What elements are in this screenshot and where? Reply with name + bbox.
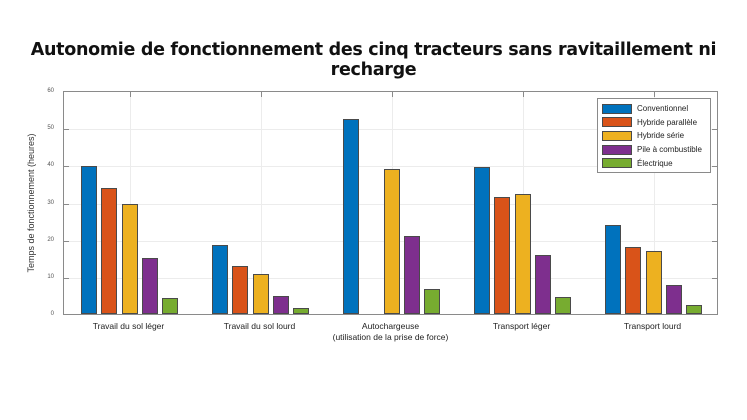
legend-label: Hybride série — [637, 131, 685, 141]
y-tick-label: 60 — [47, 88, 54, 94]
y-tick-mark — [712, 166, 717, 168]
legend-item: Conventionnel — [602, 102, 706, 116]
y-tick-mark — [64, 129, 69, 131]
x-tick-mark — [129, 92, 131, 97]
legend-swatch — [602, 158, 632, 169]
bar — [605, 224, 622, 314]
x-tick-mark — [522, 92, 524, 97]
y-tick-label: 40 — [47, 162, 54, 169]
bar — [252, 274, 269, 314]
bar — [534, 255, 551, 314]
bar — [423, 289, 440, 314]
y-tick-mark — [712, 203, 717, 205]
y-tick-mark — [712, 277, 717, 279]
bar — [292, 308, 309, 314]
gridline-horizontal — [64, 129, 717, 131]
bar — [141, 258, 158, 314]
x-tick-mark — [653, 92, 655, 97]
bar — [474, 167, 491, 314]
x-tick-mark — [391, 92, 393, 97]
chart-title: Autonomie de fonctionnement des cinq tra… — [30, 40, 717, 80]
y-tick-mark — [64, 240, 69, 242]
y-tick-mark — [64, 203, 69, 205]
y-tick-label: 30 — [47, 199, 54, 206]
y-tick-label: 20 — [47, 236, 54, 243]
bar — [554, 296, 571, 314]
legend-item: Hybride série — [602, 129, 706, 143]
y-tick-label: 50 — [47, 125, 54, 132]
x-tick-label: Travail du sol léger — [92, 321, 165, 331]
gridline-vertical — [260, 92, 262, 314]
bar — [101, 187, 118, 314]
bar — [383, 168, 400, 314]
bar — [81, 166, 98, 314]
y-tick-mark — [712, 240, 717, 242]
bar — [403, 235, 420, 314]
y-axis-label: Temps de fonctionnement (heures) — [26, 133, 36, 273]
legend-label: Électrique — [637, 158, 673, 168]
y-tick-mark — [64, 277, 69, 279]
legend-item: Hybride parallèle — [602, 116, 706, 130]
bar — [494, 197, 511, 314]
x-tick-label: Transport lourd — [623, 321, 682, 331]
gridline-vertical — [129, 92, 131, 314]
bar — [645, 250, 662, 314]
y-tick-label: 0 — [50, 311, 54, 317]
gridline-vertical — [653, 92, 655, 314]
legend-label: Conventionnel — [637, 104, 689, 114]
legend-swatch — [602, 117, 632, 128]
bar — [272, 296, 289, 314]
legend-swatch — [602, 103, 632, 114]
x-tick-mark — [260, 92, 262, 97]
bar — [343, 118, 360, 314]
bar — [212, 245, 229, 314]
gridline-horizontal — [64, 166, 717, 168]
bar — [161, 298, 178, 314]
x-tick-label: Autochargeuse (utilisation de la prise de… — [332, 321, 449, 342]
bar — [625, 247, 642, 314]
x-tick-label: Transport léger — [492, 321, 551, 331]
y-tick-mark — [712, 129, 717, 131]
legend: Conventionnel Hybride parallèle Hybride sé… — [597, 98, 711, 173]
y-tick-mark — [64, 166, 69, 168]
bar — [232, 266, 249, 314]
bar — [121, 203, 138, 314]
legend-swatch — [602, 144, 632, 155]
bar — [514, 194, 531, 314]
legend-swatch — [602, 130, 632, 141]
legend-label: Hybride parallèle — [637, 117, 698, 127]
y-tick-label: 10 — [47, 273, 54, 280]
bar — [665, 284, 682, 314]
bar — [685, 305, 702, 314]
x-tick-label: Travail du sol lourd — [223, 321, 296, 331]
legend-item: Électrique — [602, 156, 706, 170]
legend-label: Pile à combustible — [637, 145, 702, 155]
legend-item: Pile à combustible — [602, 143, 706, 157]
